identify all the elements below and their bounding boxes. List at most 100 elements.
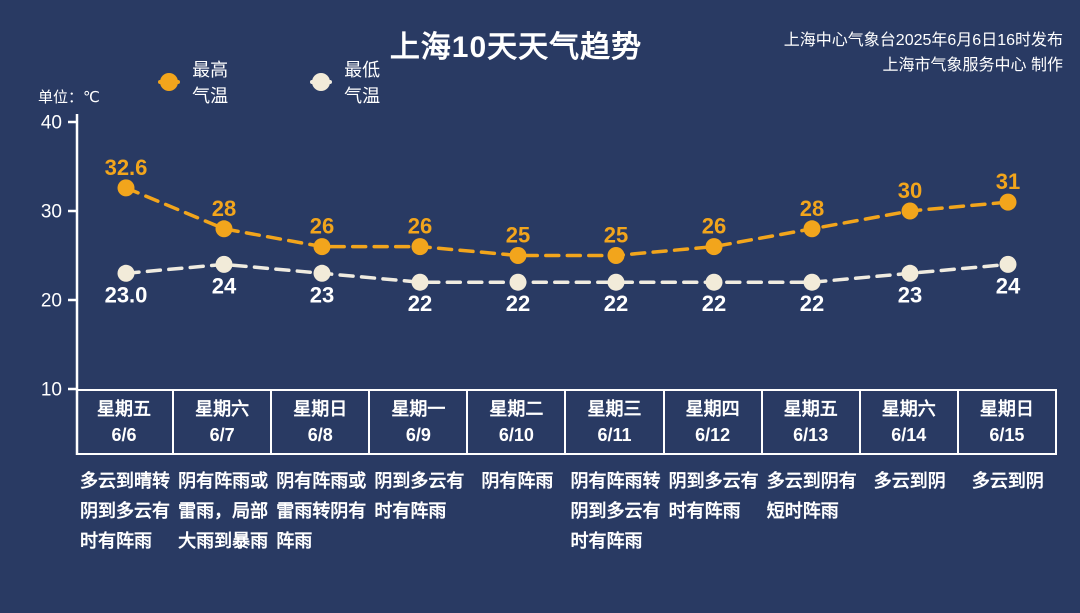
value-label-high: 28 bbox=[212, 196, 236, 221]
data-point-low bbox=[411, 273, 429, 291]
value-label-high: 31 bbox=[996, 169, 1020, 194]
date-label: 6/15 bbox=[989, 425, 1025, 445]
date-label: 6/11 bbox=[597, 425, 632, 445]
high-temp-dot-icon bbox=[160, 73, 179, 91]
data-point-low bbox=[999, 255, 1017, 273]
date-label: 6/10 bbox=[498, 425, 534, 445]
weekday-label: 星期五 bbox=[783, 399, 838, 419]
value-label-high: 26 bbox=[408, 214, 432, 239]
weather-cell: 阴到多云有 时有阵雨 bbox=[665, 466, 763, 556]
unit-label: 单位：℃ bbox=[38, 89, 100, 106]
weather-description: 阴到多云有 时有阵雨 bbox=[668, 471, 759, 521]
data-point-high bbox=[705, 238, 723, 256]
low-temp-marker-icon bbox=[310, 73, 333, 91]
data-point-high bbox=[411, 238, 429, 256]
weather-cell: 阴到多云有 时有阵雨 bbox=[370, 466, 468, 556]
y-tick-label: 40 bbox=[41, 113, 62, 134]
data-point-high bbox=[313, 238, 331, 256]
value-label-low: 24 bbox=[996, 273, 1021, 298]
day-cell: 星期日 6/15 bbox=[959, 391, 1055, 453]
data-point-high bbox=[117, 179, 135, 197]
weather-text-row: 多云到晴转 阴到多云有 时有阵雨 阴有阵雨或 雷雨，局部 大雨到暴雨 阴有阵雨或 雷… bbox=[76, 466, 1057, 556]
y-tick-label: 10 bbox=[41, 380, 62, 401]
data-point-high bbox=[901, 202, 919, 220]
data-point-low bbox=[509, 273, 527, 291]
value-label-high: 25 bbox=[506, 223, 530, 248]
day-cell: 星期二 6/10 bbox=[468, 391, 567, 453]
weekday-label: 星期四 bbox=[685, 399, 740, 419]
date-label: 6/6 bbox=[111, 425, 137, 445]
value-label-low: 22 bbox=[408, 291, 432, 316]
data-point-low bbox=[705, 273, 723, 291]
day-header-row: 星期五 6/6 星期六 6/7 星期日 6/8 星期一 6/9 星期二 6/10 星期三 6/11 星期… bbox=[76, 389, 1057, 455]
y-tick-label: 30 bbox=[41, 202, 62, 223]
legend-label-low: 最低气温 bbox=[344, 60, 381, 106]
weather-cell: 多云到晴转 阴到多云有 时有阵雨 bbox=[76, 466, 174, 556]
day-cell: 星期六 6/7 bbox=[174, 391, 273, 453]
data-point-high bbox=[509, 247, 527, 264]
series-line-low bbox=[124, 262, 1010, 284]
day-cell: 星期日 6/8 bbox=[272, 391, 371, 453]
weather-cell: 多云到阴 bbox=[861, 466, 959, 556]
data-point-low bbox=[117, 264, 135, 282]
data-point-low bbox=[803, 273, 821, 291]
data-point-low bbox=[215, 255, 233, 273]
date-label: 6/13 bbox=[793, 425, 829, 445]
day-cell: 星期五 6/6 bbox=[76, 391, 175, 453]
value-label-low: 23 bbox=[310, 282, 334, 307]
source-info: 上海中心气象台2025年6月6日16时发布 上海市气象服务中心 制作 bbox=[784, 28, 1063, 78]
value-label-low: 23.0 bbox=[105, 282, 148, 307]
day-cell: 星期五 6/13 bbox=[763, 391, 861, 453]
high-temp-marker-icon bbox=[158, 73, 181, 91]
weather-description: 阴有阵雨 bbox=[481, 471, 554, 491]
data-point-low bbox=[313, 264, 331, 282]
weather-cell: 多云到阴 bbox=[959, 466, 1057, 556]
date-label: 6/12 bbox=[695, 425, 731, 445]
source-line-2: 上海市气象服务中心 制作 bbox=[882, 57, 1063, 74]
page-title: 上海10天天气趋势 bbox=[389, 31, 643, 64]
value-label-low: 23 bbox=[898, 282, 922, 307]
weekday-label: 星期五 bbox=[97, 399, 152, 419]
data-point-low bbox=[607, 273, 625, 291]
weather-description: 多云到阴 bbox=[971, 471, 1044, 491]
date-label: 6/14 bbox=[891, 425, 927, 445]
weekday-label: 星期二 bbox=[489, 399, 544, 419]
weather-description: 阴到多云有 时有阵雨 bbox=[374, 471, 465, 521]
data-point-high bbox=[999, 193, 1017, 211]
value-label-low: 22 bbox=[702, 291, 726, 316]
weather-description: 阴有阵雨或 雷雨，局部 大雨到暴雨 bbox=[178, 471, 269, 551]
legend-item-low-temp: 最低气温 bbox=[310, 60, 382, 106]
source-line-1: 上海中心气象台2025年6月6日16时发布 bbox=[783, 32, 1063, 49]
value-label-high: 30 bbox=[898, 178, 922, 203]
weather-description: 多云到晴转 阴到多云有 时有阵雨 bbox=[80, 471, 171, 551]
weather-description: 多云到阴 bbox=[873, 471, 946, 491]
day-cell: 星期六 6/14 bbox=[861, 391, 959, 453]
value-label-high: 26 bbox=[702, 214, 726, 239]
date-label: 6/7 bbox=[209, 425, 235, 445]
weekday-label: 星期日 bbox=[979, 399, 1034, 419]
series-line-high bbox=[124, 186, 1010, 258]
weekday-label: 星期三 bbox=[587, 399, 642, 419]
data-point-high bbox=[803, 220, 821, 238]
weather-description: 多云到阴有 短时阵雨 bbox=[766, 471, 857, 521]
value-label-low: 24 bbox=[212, 273, 237, 298]
data-point-low bbox=[901, 264, 919, 282]
weather-cell: 多云到阴有 短时阵雨 bbox=[763, 466, 861, 556]
weather-cell: 阴有阵雨或 雷雨转阴有 阵雨 bbox=[272, 466, 370, 556]
weather-description: 阴有阵雨转 阴到多云有 时有阵雨 bbox=[570, 471, 661, 551]
weekday-label: 星期六 bbox=[195, 399, 250, 419]
weekday-label: 星期六 bbox=[881, 399, 936, 419]
data-point-high bbox=[607, 247, 625, 264]
weather-cell: 阴有阵雨 bbox=[468, 466, 566, 556]
low-temp-dot-icon bbox=[312, 73, 331, 91]
value-label-high: 28 bbox=[800, 196, 824, 221]
value-label-low: 22 bbox=[506, 291, 530, 316]
y-tick-label: 20 bbox=[41, 291, 62, 312]
value-label-high: 25 bbox=[604, 223, 628, 248]
legend-label-high: 最高气温 bbox=[192, 60, 229, 106]
weekday-label: 星期日 bbox=[293, 399, 348, 419]
legend-item-high-temp: 最高气温 bbox=[158, 60, 230, 106]
day-cell: 星期一 6/9 bbox=[370, 391, 469, 453]
